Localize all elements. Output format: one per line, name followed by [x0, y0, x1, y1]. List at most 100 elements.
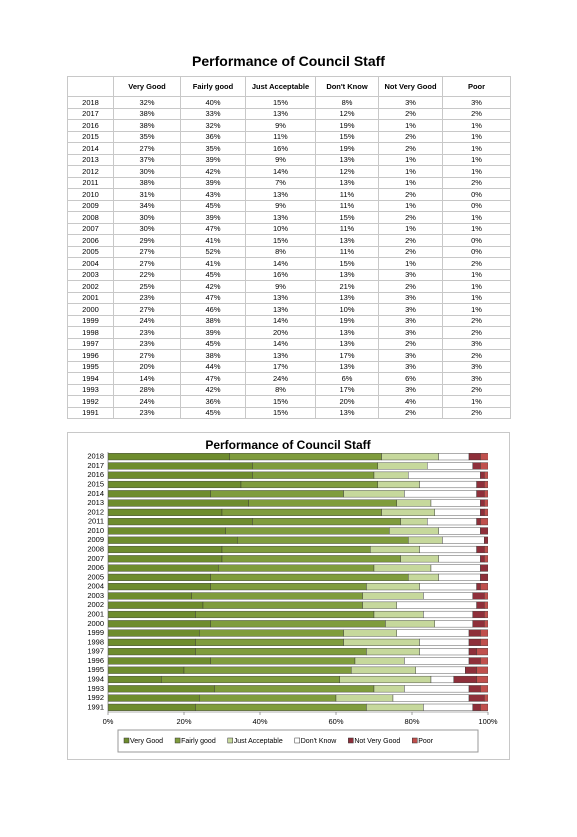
- legend-label: Fairly good: [181, 738, 216, 745]
- value-cell: 11%: [315, 188, 379, 201]
- bar-segment: [427, 518, 477, 526]
- value-cell: 24%: [113, 395, 181, 408]
- bar-segment: [252, 471, 375, 479]
- bar-segment: [419, 648, 470, 656]
- bar-segment: [480, 462, 488, 470]
- bar-segment: [339, 675, 432, 684]
- legend-swatch: [348, 737, 354, 744]
- value-cell: 30%: [113, 211, 181, 224]
- value-cell: 43%: [180, 188, 246, 201]
- value-cell: 23%: [113, 406, 181, 419]
- bar-segment: [252, 518, 401, 526]
- bar-segment: [210, 657, 356, 665]
- bar-segment: [108, 462, 253, 470]
- header-row: Very Good Fairly good Just Acceptable Don't…: [67, 76, 511, 97]
- bar-segment: [351, 666, 417, 674]
- bar-segment: [198, 629, 344, 637]
- value-cell: 3%: [378, 303, 443, 316]
- value-cell: 1%: [442, 222, 511, 235]
- value-cell: 47%: [180, 291, 246, 304]
- bar-segment: [484, 508, 488, 516]
- bar-segment: [385, 620, 435, 628]
- year-cell: 2003: [67, 268, 114, 281]
- value-cell: 9%: [245, 153, 316, 166]
- bar-segment: [108, 648, 196, 656]
- value-cell: 13%: [245, 188, 316, 201]
- bar-segment: [108, 592, 192, 600]
- value-cell: 2%: [442, 107, 511, 120]
- y-tick-label: 2011: [88, 517, 104, 526]
- value-cell: 13%: [315, 268, 379, 281]
- y-tick-label: 1993: [87, 684, 104, 693]
- year-cell: 2004: [67, 257, 114, 270]
- table-row: 1993 28% 42% 8% 17% 3% 2%: [67, 383, 511, 396]
- table-row: 2007 30% 47% 10% 11% 1% 1%: [67, 222, 511, 235]
- x-tick-label: 20%: [176, 717, 191, 726]
- chart: Performance of Council Staff 20182017201…: [67, 432, 510, 760]
- chart-title: Performance of Council Staff: [205, 438, 371, 452]
- table-row: 1991 23% 45% 15% 13% 2% 2%: [67, 406, 511, 419]
- value-cell: 13%: [245, 211, 316, 224]
- y-tick-label: 1999: [87, 628, 104, 637]
- bar-segment: [108, 555, 223, 563]
- bar-segment: [476, 601, 485, 609]
- bar-segment: [404, 490, 477, 498]
- table-row: 2005 27% 52% 8% 11% 2% 0%: [67, 245, 511, 258]
- value-cell: 0%: [442, 199, 511, 212]
- value-cell: 37%: [113, 153, 181, 166]
- bar-segment: [108, 508, 223, 516]
- value-cell: 20%: [113, 360, 181, 373]
- value-cell: 17%: [315, 349, 379, 362]
- year-cell: 1993: [67, 383, 114, 396]
- bar-segment: [366, 648, 420, 656]
- y-tick-label: 1992: [87, 693, 104, 702]
- bar-segment: [108, 573, 211, 581]
- bar-segment: [160, 675, 341, 684]
- bar-segment: [389, 527, 439, 535]
- bar-segment: [335, 694, 394, 702]
- value-cell: 10%: [315, 303, 379, 316]
- value-cell: 35%: [180, 142, 246, 155]
- value-cell: 3%: [378, 383, 443, 396]
- value-cell: 21%: [315, 280, 379, 293]
- year-cell: 2014: [67, 142, 114, 155]
- value-cell: 36%: [180, 395, 246, 408]
- value-cell: 38%: [113, 107, 181, 120]
- bar-segment: [362, 592, 424, 600]
- value-cell: 3%: [442, 360, 511, 373]
- value-cell: 39%: [180, 211, 246, 224]
- y-tick-label: 2007: [87, 554, 104, 563]
- bar-segment: [476, 518, 481, 526]
- value-cell: 9%: [245, 280, 316, 293]
- bar-segment: [400, 555, 439, 563]
- table-row: 2018 32% 40% 15% 8% 3% 3%: [67, 96, 511, 109]
- bar-segment: [108, 610, 196, 619]
- value-cell: 11%: [315, 222, 379, 235]
- year-cell: 1997: [67, 337, 114, 350]
- value-cell: 23%: [113, 326, 181, 339]
- table-row: 1995 20% 44% 17% 13% 3% 3%: [67, 360, 511, 373]
- bar-segment: [408, 536, 443, 544]
- legend-label: Poor: [418, 738, 433, 745]
- bar-segment: [229, 453, 382, 461]
- year-cell: 2001: [67, 291, 114, 304]
- x-tick-label: 0%: [103, 717, 114, 726]
- table-row: 2004 27% 41% 14% 15% 1% 2%: [67, 257, 511, 270]
- bar-segment: [472, 592, 485, 600]
- y-tick-label: 2017: [87, 461, 104, 470]
- bar-segment: [480, 685, 488, 693]
- bar-segment: [484, 536, 488, 544]
- column-header: Don't Know: [315, 76, 379, 97]
- value-cell: 11%: [245, 130, 316, 143]
- year-cell: 2010: [67, 188, 114, 201]
- legend-swatch: [174, 737, 181, 744]
- bar-segment: [476, 675, 488, 684]
- bar-segment: [108, 480, 242, 489]
- value-cell: 9%: [245, 119, 316, 132]
- value-cell: 46%: [180, 303, 246, 316]
- value-cell: 14%: [245, 257, 316, 270]
- year-cell: 2011: [67, 176, 114, 189]
- value-cell: 0%: [442, 245, 511, 258]
- bar-segment: [484, 555, 488, 563]
- bar-segment: [472, 703, 481, 711]
